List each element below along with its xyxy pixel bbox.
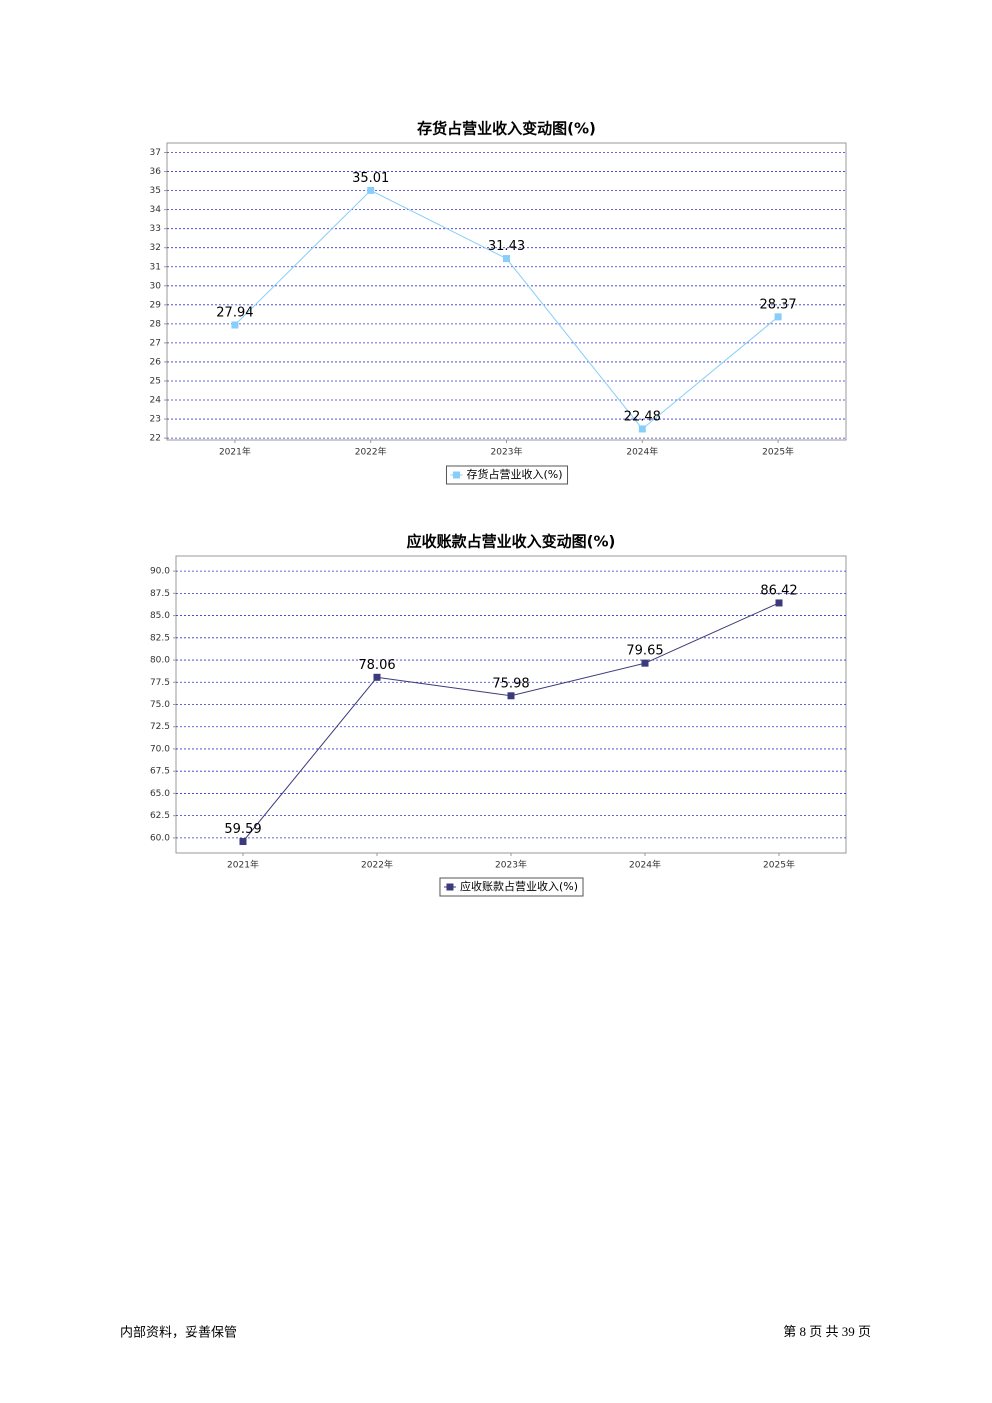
y-tick-label: 70.0 [150, 744, 170, 754]
y-tick-label: 35 [150, 186, 161, 196]
y-tick-label: 31 [150, 262, 161, 272]
y-tick-label: 72.5 [150, 722, 170, 732]
y-tick-label: 85.0 [150, 611, 170, 621]
y-tick-label: 22 [150, 434, 161, 444]
x-tick-label: 2025年 [763, 859, 795, 871]
x-tick-label: 2021年 [219, 446, 251, 458]
legend-label: 存货占营业收入(%) [466, 467, 562, 481]
footer-page: 第 8 页 共 39 页 [783, 1324, 871, 1339]
x-tick-label: 2024年 [629, 859, 661, 871]
y-tick-label: 75.0 [150, 700, 170, 710]
legend-label: 应收账款占营业收入(%) [460, 879, 578, 893]
plot-area [175, 555, 847, 854]
point-marker [774, 313, 782, 321]
plot-area [166, 142, 847, 441]
x-tick-label: 2022年 [355, 446, 387, 458]
y-tick-label: 90.0 [150, 567, 170, 577]
legend-marker [446, 883, 454, 891]
data-label: 78.06 [358, 658, 395, 673]
y-tick-label: 37 [150, 148, 161, 158]
y-tick-label: 36 [150, 167, 162, 177]
x-tick-label: 2022年 [361, 859, 393, 871]
y-tick-label: 28 [150, 319, 162, 329]
data-label: 28.37 [759, 297, 796, 312]
y-tick-label: 67.5 [150, 767, 170, 777]
legend-box [445, 465, 569, 485]
point-marker [638, 425, 646, 433]
y-tick-label: 27 [150, 338, 161, 348]
x-tick-label: 2023年 [491, 446, 523, 458]
point-marker [775, 599, 783, 607]
y-tick-label: 33 [150, 224, 161, 234]
y-tick-label: 82.5 [150, 633, 170, 643]
y-tick-label: 32 [150, 243, 161, 253]
data-label: 35.01 [352, 171, 389, 186]
y-tick-label: 34 [150, 205, 162, 215]
data-label: 86.42 [760, 583, 797, 598]
point-marker [641, 659, 649, 667]
point-marker [231, 321, 239, 329]
data-label: 59.59 [224, 822, 261, 837]
y-tick-label: 26 [150, 357, 162, 367]
y-tick-label: 29 [150, 300, 162, 310]
point-marker [507, 692, 515, 700]
data-label: 31.43 [488, 239, 525, 254]
point-marker [373, 673, 381, 681]
data-label: 75.98 [492, 676, 529, 691]
y-tick-label: 87.5 [150, 589, 170, 599]
data-label: 22.48 [624, 409, 661, 424]
data-label: 79.65 [626, 644, 663, 659]
y-tick-label: 77.5 [150, 678, 170, 688]
x-tick-label: 2021年 [227, 859, 259, 871]
y-tick-label: 80.0 [150, 656, 170, 666]
x-tick-label: 2024年 [626, 446, 658, 458]
point-marker [367, 186, 375, 194]
data-label: 27.94 [216, 306, 253, 321]
y-tick-label: 60.0 [150, 833, 170, 843]
footer-note: 内部资料，妥善保管 [120, 1325, 237, 1341]
y-tick-label: 30 [150, 281, 162, 291]
x-tick-label: 2023年 [495, 859, 527, 871]
y-tick-label: 24 [150, 396, 162, 406]
point-marker [503, 255, 510, 263]
chart-title: 存货占营业收入变动图(%) [417, 120, 596, 138]
y-tick-label: 65.0 [150, 789, 170, 799]
y-tick-label: 23 [150, 415, 161, 425]
chart-title: 应收账款占营业收入变动图(%) [407, 533, 616, 551]
x-tick-label: 2025年 [762, 446, 794, 458]
legend-marker [452, 471, 460, 479]
y-tick-label: 62.5 [150, 811, 170, 821]
legend-box [439, 877, 584, 897]
y-tick-label: 25 [150, 376, 161, 386]
point-marker [239, 838, 247, 846]
